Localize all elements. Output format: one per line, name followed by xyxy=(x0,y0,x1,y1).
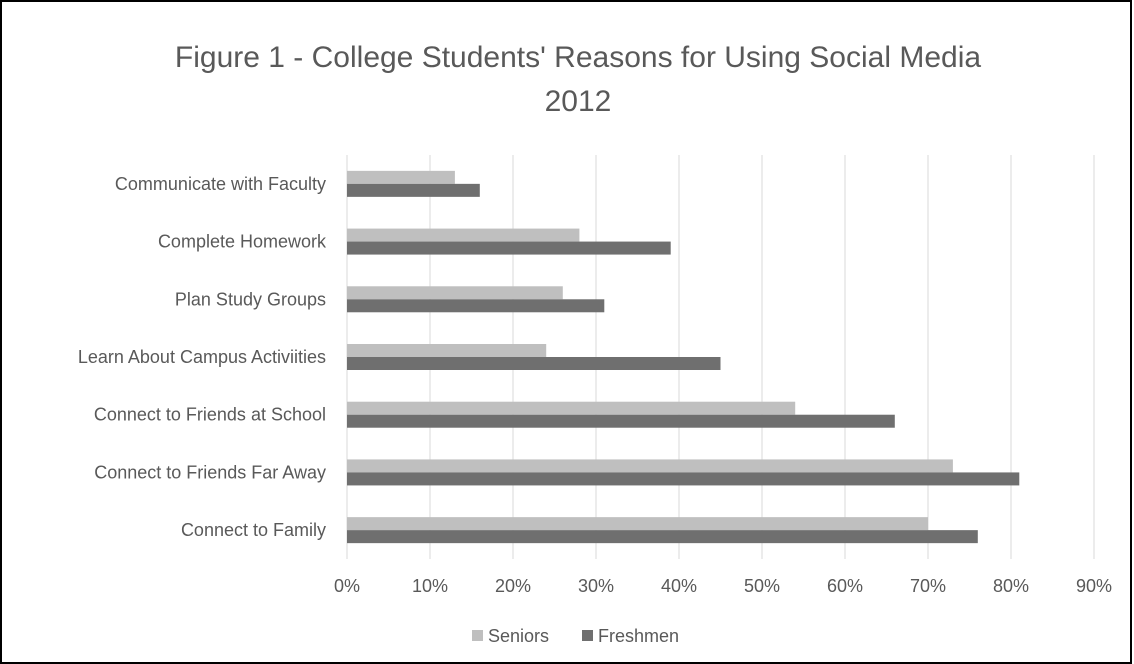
category-labels: Communicate with Faculty Complete Homewor… xyxy=(78,174,327,540)
bar-seniors xyxy=(347,517,928,531)
chart-subtitle: 2012 xyxy=(545,85,612,118)
bar-freshmen xyxy=(347,414,895,428)
x-tick-label: 70% xyxy=(910,576,946,596)
category-label: Connect to Friends Far Away xyxy=(94,462,326,482)
x-tick-label: 0% xyxy=(334,576,360,596)
x-axis-tick-labels: 0% 10% 20% 30% 40% 50% 60% 70% 80% 90% xyxy=(334,576,1112,596)
x-tick-label: 50% xyxy=(744,576,780,596)
category-label: Connect to Friends at School xyxy=(94,405,326,425)
x-tick-label: 90% xyxy=(1076,576,1112,596)
bar-seniors xyxy=(347,286,563,300)
bar-seniors xyxy=(347,170,455,184)
category-label: Communicate with Faculty xyxy=(115,174,326,194)
x-tick-label: 20% xyxy=(495,576,531,596)
bar-freshmen xyxy=(347,357,721,370)
x-tick-label: 10% xyxy=(412,576,448,596)
bar-seniors xyxy=(347,344,547,357)
legend-label-freshmen: Freshmen xyxy=(598,626,679,646)
legend-swatch-seniors xyxy=(472,630,483,641)
bar-freshmen xyxy=(347,472,1020,486)
category-label: Learn About Campus Activiities xyxy=(78,347,326,367)
x-tick-label: 40% xyxy=(661,576,697,596)
legend-label-seniors: Seniors xyxy=(488,626,549,646)
bar-freshmen xyxy=(347,530,978,544)
x-tick-label: 60% xyxy=(827,576,863,596)
category-label: Complete Homework xyxy=(158,232,327,252)
chart-title: Figure 1 - College Students' Reasons for… xyxy=(175,41,981,74)
bar-freshmen xyxy=(347,299,605,313)
legend: Seniors Freshmen xyxy=(472,626,679,646)
bar-freshmen xyxy=(347,183,480,197)
bar-seniors xyxy=(347,228,580,242)
category-label: Connect to Family xyxy=(181,520,326,540)
bars xyxy=(347,170,1020,544)
bar-freshmen xyxy=(347,241,671,255)
x-tick-label: 30% xyxy=(578,576,614,596)
legend-swatch-freshmen xyxy=(582,630,593,641)
x-tick-label: 80% xyxy=(993,576,1029,596)
bar-seniors xyxy=(347,401,796,415)
category-label: Plan Study Groups xyxy=(175,289,326,309)
bar-seniors xyxy=(347,459,953,473)
